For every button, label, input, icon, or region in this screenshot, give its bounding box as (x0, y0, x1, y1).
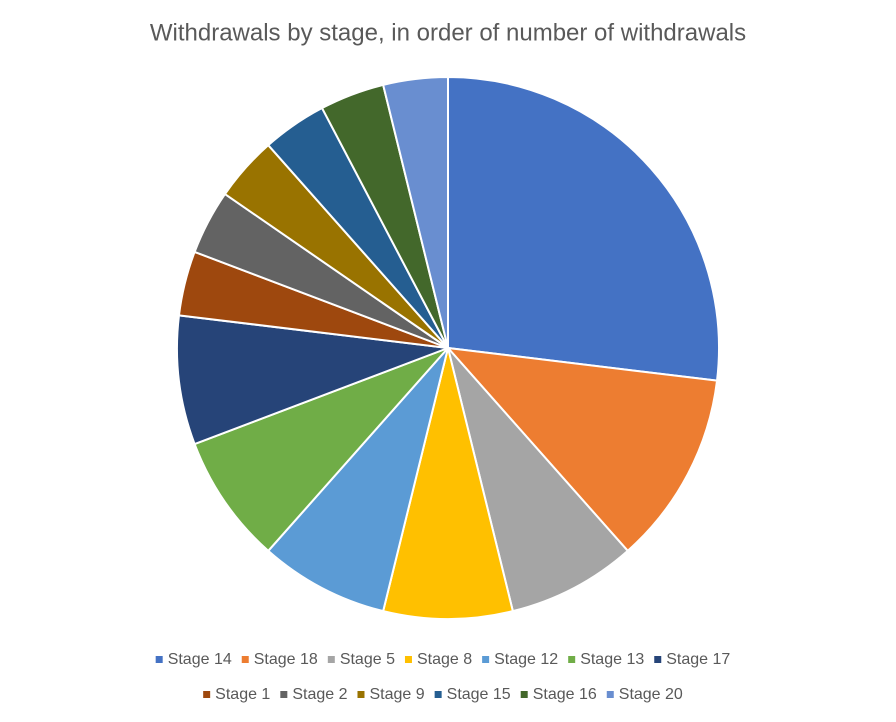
legend-swatch (434, 691, 442, 698)
legend-swatch (482, 656, 490, 663)
legend-swatch (280, 691, 288, 698)
pie-slice (381, 347, 515, 620)
pie-slice (447, 75, 720, 382)
legend-swatch (520, 691, 528, 698)
legend-label: Stage 5 (340, 651, 395, 668)
legend-swatch (654, 656, 662, 663)
pie-slice (266, 347, 449, 613)
legend-label: Stage 13 (580, 651, 644, 668)
legend-swatch (606, 691, 614, 698)
pie-slice (381, 75, 449, 349)
legend-swatch (327, 656, 335, 663)
legend-label: Stage 20 (619, 686, 683, 703)
legend-label: Stage 2 (292, 686, 347, 703)
legend-swatch (357, 691, 365, 698)
legend-label: Stage 14 (168, 651, 232, 668)
legend-label: Stage 8 (417, 651, 472, 668)
legend-swatch (404, 656, 412, 663)
legend-label: Stage 1 (215, 686, 270, 703)
legend-label: Stage 15 (447, 686, 511, 703)
legend-label: Stage 18 (254, 651, 318, 668)
pie-slice (445, 346, 719, 553)
pie-slice (447, 347, 630, 613)
chart-title: Withdrawals by stage, in order of number… (150, 19, 746, 46)
pie-slice (193, 347, 449, 553)
legend-label: Stage 17 (666, 651, 730, 668)
legend-label: Stage 16 (533, 686, 597, 703)
legend-swatch (568, 656, 576, 663)
pie-slice (176, 314, 449, 446)
legend-swatch (203, 691, 211, 698)
legend-label: Stage 12 (494, 651, 558, 668)
legend-swatch (241, 656, 249, 663)
legend-swatch (155, 656, 163, 663)
legend-label: Stage 9 (369, 686, 424, 703)
